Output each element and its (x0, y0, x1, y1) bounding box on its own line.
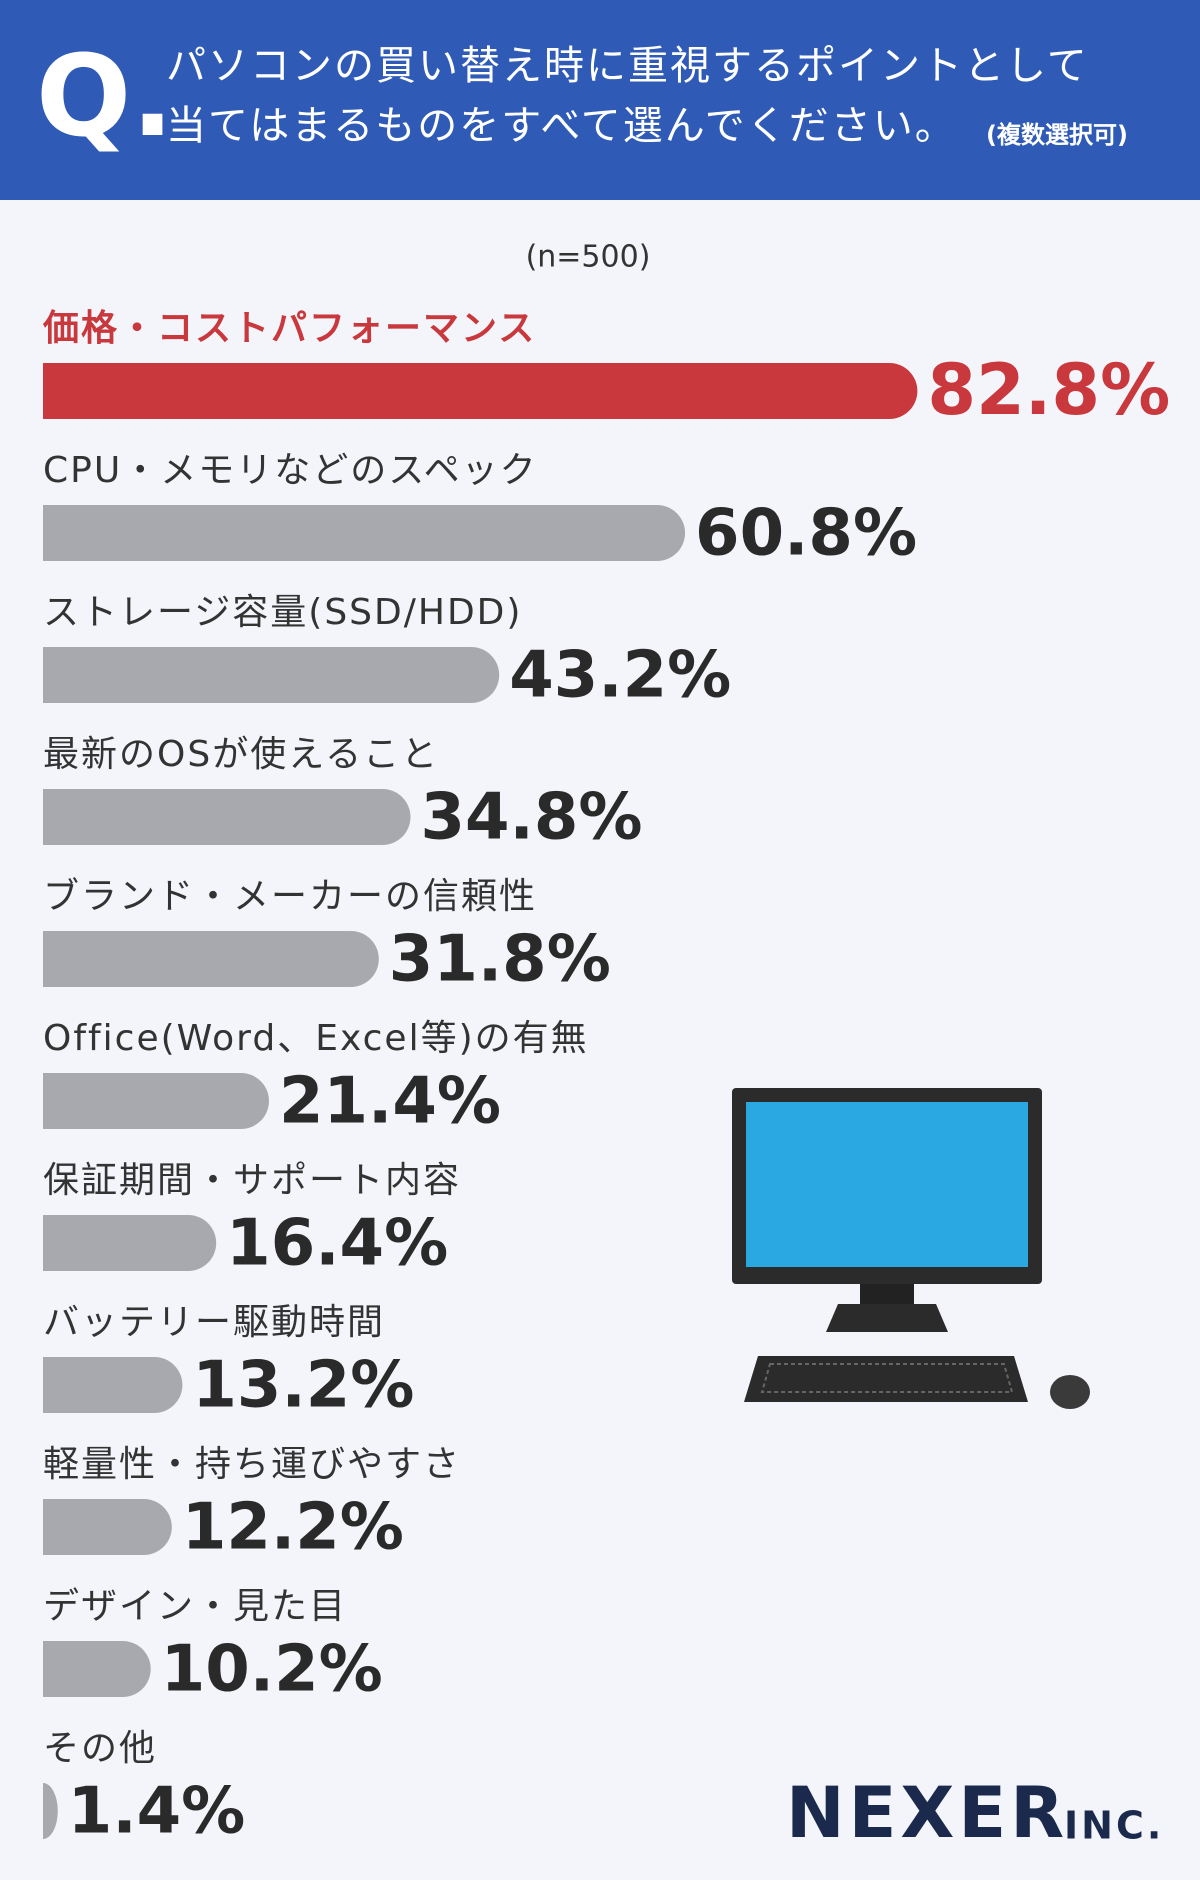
note: (複数選択可) (986, 121, 1128, 149)
bar (43, 363, 918, 419)
title-line: パソコンの買い替え時に重視するポイントとして (166, 43, 1089, 89)
bars: 価格・コストパフォーマンス 82.8% CPU・メモリなどのスペック 60.8% ストレ… (42, 308, 1170, 1849)
value-label: 82.8% (927, 349, 1170, 431)
bar (43, 1499, 172, 1555)
computer-illustration (732, 1088, 1090, 1409)
value-label: 1.4% (68, 1775, 246, 1849)
q-mark: Q. (36, 32, 174, 162)
bar (43, 505, 686, 561)
value-label: 16.4% (226, 1207, 448, 1281)
category-label: 保証期間・サポート内容 (43, 1160, 461, 1201)
bar (43, 647, 500, 703)
bar (43, 1783, 58, 1839)
stand-neck (860, 1284, 914, 1304)
brand: NEXER (786, 1772, 1068, 1854)
category-label: デザイン・見た目 (43, 1586, 347, 1627)
bar (43, 931, 379, 987)
bar (43, 789, 411, 845)
keyboard (744, 1356, 1028, 1402)
sample-size: (n=500) (526, 240, 651, 275)
category-label: 最新のOSが使えること (43, 734, 439, 775)
bar (43, 1357, 183, 1413)
bar (43, 1641, 151, 1697)
value-label: 10.2% (161, 1633, 383, 1707)
stand-base (826, 1304, 948, 1332)
value-label: 12.2% (182, 1491, 404, 1565)
brand-suffix: INC. (1064, 1804, 1164, 1848)
mouse (1050, 1375, 1090, 1409)
value-label: 43.2% (509, 639, 731, 713)
keys (760, 1363, 1014, 1393)
category-label: 価格・コストパフォーマンス (42, 308, 536, 349)
category-label: 軽量性・持ち運びやすさ (43, 1444, 461, 1485)
category-label: ブランド・メーカーの信頼性 (43, 876, 537, 917)
bar (43, 1215, 217, 1271)
value-label: 13.2% (192, 1349, 414, 1423)
value-label: 31.8% (389, 923, 611, 997)
header-band (0, 0, 1200, 200)
value-label: 21.4% (279, 1065, 501, 1139)
screen (746, 1102, 1028, 1267)
bar (43, 1073, 269, 1129)
category-label: その他 (43, 1728, 157, 1769)
category-label: バッテリー駆動時間 (43, 1302, 385, 1343)
category-label: ストレージ容量(SSD/HDD) (43, 592, 522, 633)
category-label: CPU・メモリなどのスペック (43, 450, 538, 491)
category-label: Office(Word、Excel等)の有無 (43, 1018, 589, 1059)
value-label: 60.8% (695, 497, 917, 571)
value-label: 34.8% (420, 781, 642, 855)
title-line: 当てはまるものをすべて選んでください。 (166, 103, 957, 149)
